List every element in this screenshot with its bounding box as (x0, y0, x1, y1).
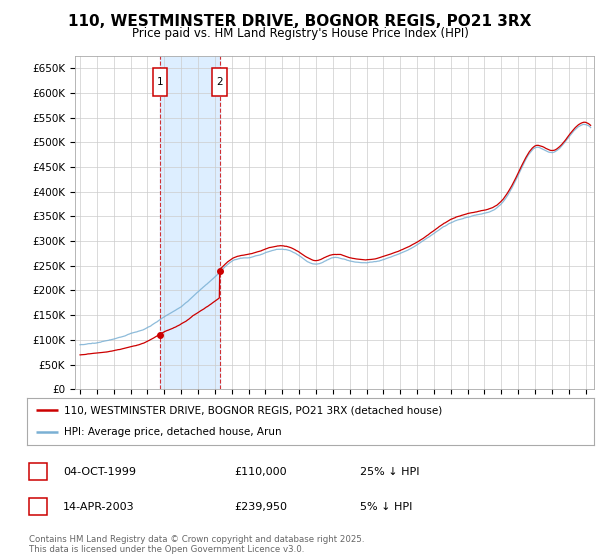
Text: £110,000: £110,000 (234, 466, 287, 477)
Text: 110, WESTMINSTER DRIVE, BOGNOR REGIS, PO21 3RX (detached house): 110, WESTMINSTER DRIVE, BOGNOR REGIS, PO… (64, 405, 442, 416)
Text: 04-OCT-1999: 04-OCT-1999 (63, 466, 136, 477)
Bar (153, 68, 167, 96)
Text: £239,950: £239,950 (234, 502, 287, 512)
Text: 5% ↓ HPI: 5% ↓ HPI (360, 502, 412, 512)
Bar (160, 56, 220, 389)
Text: Price paid vs. HM Land Registry's House Price Index (HPI): Price paid vs. HM Land Registry's House … (131, 27, 469, 40)
Text: 14-APR-2003: 14-APR-2003 (63, 502, 134, 512)
Text: 25% ↓ HPI: 25% ↓ HPI (360, 466, 419, 477)
Text: 1: 1 (157, 77, 163, 87)
Text: 2: 2 (216, 77, 223, 87)
Text: Contains HM Land Registry data © Crown copyright and database right 2025.
This d: Contains HM Land Registry data © Crown c… (29, 535, 364, 554)
Text: HPI: Average price, detached house, Arun: HPI: Average price, detached house, Arun (64, 427, 281, 437)
Text: 110, WESTMINSTER DRIVE, BOGNOR REGIS, PO21 3RX: 110, WESTMINSTER DRIVE, BOGNOR REGIS, PO… (68, 14, 532, 29)
Text: 1: 1 (34, 466, 41, 477)
Bar (212, 68, 227, 96)
Text: 2: 2 (34, 502, 41, 512)
